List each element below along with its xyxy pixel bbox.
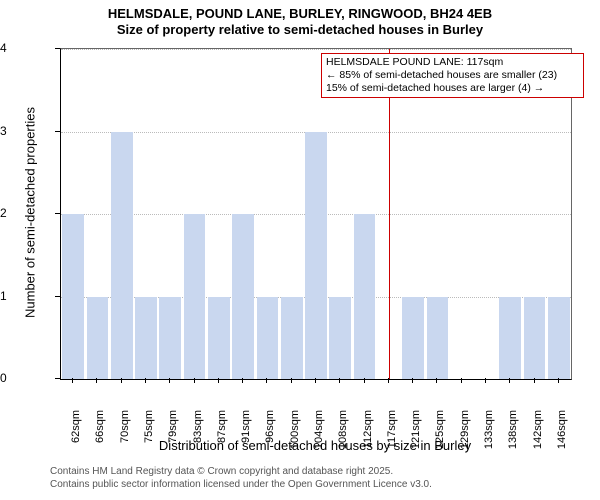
footer-line-1: Contains HM Land Registry data © Crown c… xyxy=(50,465,432,478)
bar xyxy=(548,297,570,380)
bar xyxy=(354,214,376,379)
chart-container: HELMSDALE, POUND LANE, BURLEY, RINGWOOD,… xyxy=(0,0,600,500)
x-tick-mark xyxy=(96,378,97,383)
bar xyxy=(184,214,206,379)
bar xyxy=(402,297,424,380)
plot-area: HELMSDALE POUND LANE: 117sqm← 85% of sem… xyxy=(60,48,572,380)
y-tick-label: 4 xyxy=(0,41,54,55)
x-tick-mark xyxy=(461,378,462,383)
annotation-box: HELMSDALE POUND LANE: 117sqm← 85% of sem… xyxy=(321,53,584,98)
x-tick-mark xyxy=(388,378,389,383)
x-tick-mark xyxy=(194,378,195,383)
x-tick-mark xyxy=(266,378,267,383)
y-tick-label: 0 xyxy=(0,371,54,385)
title-line-2: Size of property relative to semi-detach… xyxy=(0,22,600,38)
bar xyxy=(135,297,157,380)
x-tick-mark xyxy=(364,378,365,383)
annotation-line-2: ← 85% of semi-detached houses are smalle… xyxy=(326,69,579,82)
x-tick-mark xyxy=(436,378,437,383)
x-tick-mark xyxy=(509,378,510,383)
footer-line-2: Contains public sector information licen… xyxy=(50,478,432,491)
bar xyxy=(111,132,133,380)
x-tick-mark xyxy=(315,378,316,383)
x-tick-mark xyxy=(169,378,170,383)
bar xyxy=(257,297,279,380)
y-tick-label: 3 xyxy=(0,124,54,138)
bar xyxy=(329,297,351,380)
footer: Contains HM Land Registry data © Crown c… xyxy=(50,465,432,491)
annotation-line-1: HELMSDALE POUND LANE: 117sqm xyxy=(326,56,579,69)
x-tick-mark xyxy=(339,378,340,383)
y-tick-label: 1 xyxy=(0,289,54,303)
x-axis-label: Distribution of semi-detached houses by … xyxy=(60,438,570,453)
bar xyxy=(87,297,109,380)
annotation-line-3: 15% of semi-detached houses are larger (… xyxy=(326,82,579,95)
x-tick-mark xyxy=(218,378,219,383)
bar xyxy=(427,297,449,380)
x-tick-mark xyxy=(72,378,73,383)
bar xyxy=(499,297,521,380)
bar xyxy=(305,132,327,380)
x-tick-mark xyxy=(558,378,559,383)
chart-title: HELMSDALE, POUND LANE, BURLEY, RINGWOOD,… xyxy=(0,0,600,39)
marker-line xyxy=(389,49,390,379)
y-tick-label: 2 xyxy=(0,206,54,220)
x-tick-mark xyxy=(291,378,292,383)
bar xyxy=(62,214,84,379)
bar xyxy=(281,297,303,380)
bar xyxy=(159,297,181,380)
x-tick-mark xyxy=(145,378,146,383)
bar xyxy=(208,297,230,380)
x-tick-mark xyxy=(485,378,486,383)
x-tick-mark xyxy=(534,378,535,383)
title-line-1: HELMSDALE, POUND LANE, BURLEY, RINGWOOD,… xyxy=(0,6,600,22)
bar xyxy=(524,297,546,380)
x-tick-mark xyxy=(242,378,243,383)
gridline xyxy=(61,49,571,50)
bar xyxy=(232,214,254,379)
x-tick-mark xyxy=(121,378,122,383)
x-tick-mark xyxy=(412,378,413,383)
